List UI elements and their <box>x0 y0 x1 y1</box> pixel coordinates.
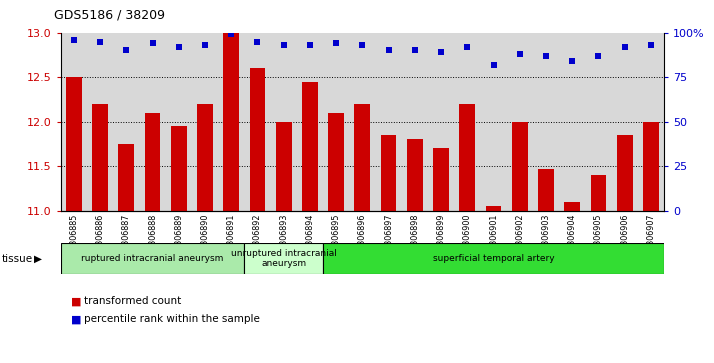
Bar <box>197 104 213 211</box>
Text: ■: ■ <box>71 314 82 325</box>
Point <box>409 48 421 53</box>
Point <box>488 62 499 68</box>
Point <box>173 44 184 50</box>
Point <box>226 32 237 37</box>
Text: unruptured intracranial
aneurysm: unruptured intracranial aneurysm <box>231 249 336 268</box>
Point <box>645 42 657 48</box>
Bar <box>250 68 266 211</box>
Point <box>252 38 263 44</box>
Point <box>540 53 552 59</box>
Point <box>331 40 342 46</box>
Text: GDS5186 / 38209: GDS5186 / 38209 <box>54 9 164 22</box>
Bar <box>617 135 633 211</box>
Point <box>619 44 630 50</box>
Bar <box>244 243 323 274</box>
Bar <box>223 33 239 211</box>
Bar <box>512 122 528 211</box>
Bar <box>66 77 81 211</box>
Text: superficial temporal artery: superficial temporal artery <box>433 254 554 263</box>
Bar <box>459 104 475 211</box>
Bar <box>354 104 371 211</box>
Bar <box>590 175 606 211</box>
Point <box>356 42 368 48</box>
Point <box>436 49 447 55</box>
Bar <box>92 104 108 211</box>
Bar <box>643 122 659 211</box>
Bar <box>328 113 344 211</box>
Bar <box>323 243 664 274</box>
Bar <box>119 144 134 211</box>
Bar <box>61 243 244 274</box>
Point <box>461 44 473 50</box>
Bar <box>407 139 423 211</box>
Bar <box>381 135 396 211</box>
Point <box>304 42 316 48</box>
Point <box>199 42 211 48</box>
Bar <box>145 113 161 211</box>
Point <box>566 58 578 64</box>
Bar <box>564 202 580 211</box>
Point <box>68 37 79 43</box>
Point <box>514 51 526 57</box>
Text: tissue: tissue <box>1 254 33 264</box>
Point <box>278 42 289 48</box>
Point <box>147 40 159 46</box>
Text: transformed count: transformed count <box>84 296 181 306</box>
Bar <box>302 82 318 211</box>
Bar <box>433 148 449 211</box>
Bar <box>538 169 554 211</box>
Bar <box>171 126 186 211</box>
Point <box>121 48 132 53</box>
Text: ruptured intracranial aneurysm: ruptured intracranial aneurysm <box>81 254 223 263</box>
Point <box>94 38 106 44</box>
Point <box>593 53 604 59</box>
Bar <box>486 206 501 211</box>
Point <box>383 48 394 53</box>
Text: ■: ■ <box>71 296 82 306</box>
Bar <box>276 122 291 211</box>
Text: ▶: ▶ <box>34 254 42 264</box>
Text: percentile rank within the sample: percentile rank within the sample <box>84 314 259 325</box>
